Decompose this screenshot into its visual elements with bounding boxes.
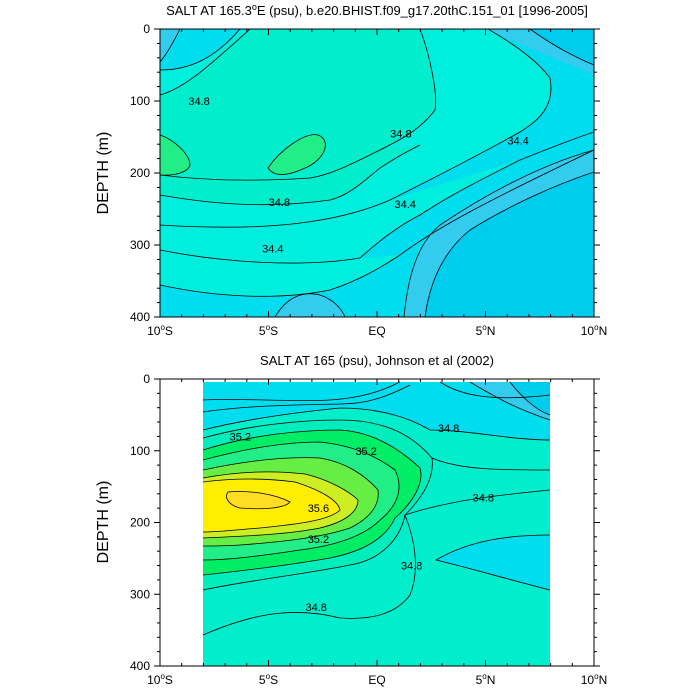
contour-label: 35.2: [308, 534, 329, 546]
panel-2-contour-labels: 35.2 35.2 34.8 35.6 34.8 35.2 34.8 34.8: [230, 423, 494, 614]
y-tick-label: 200: [130, 516, 150, 530]
contour-line: [160, 134, 191, 176]
contour-line: [435, 559, 551, 591]
contour-line: [202, 407, 551, 441]
y-tick-label: 300: [130, 238, 150, 252]
contour-line: [404, 489, 551, 516]
contour-line: [202, 441, 400, 561]
contour-label: 34.4: [507, 136, 528, 148]
contour-line: [202, 384, 411, 413]
panel-2-axes: 10oS 5oS EQ 5oN 10oN 0 100 200 300 400: [130, 372, 607, 687]
panel-2-title: SALT AT 165 (psu), Johnson et al (2002): [260, 353, 494, 368]
contour-band-34.2: [510, 382, 550, 415]
x-tick-label: 10oS: [147, 672, 173, 687]
contour-line: [202, 478, 341, 533]
contour-band-35.0-west: [160, 135, 190, 176]
x-tick-label: 10oN: [581, 323, 607, 338]
x-tick-label: 10oS: [147, 323, 173, 338]
panel-2-no-data-west: [160, 379, 203, 666]
contour-line: [424, 171, 594, 317]
contour-label: 34.8: [269, 197, 290, 209]
panel-2-y-axis-label: DEPTH (m): [95, 481, 112, 564]
contour-band-34.8-mid: [160, 145, 420, 205]
contour-line: [202, 514, 416, 636]
y-tick-label: 0: [143, 372, 150, 386]
panel-2: SALT AT 165 (psu), Johnson et al (2002): [95, 353, 607, 687]
contour-label: 34.8: [188, 96, 209, 108]
y-tick-label: 200: [130, 166, 150, 180]
contour-line: [469, 381, 551, 421]
contour-label: 34.8: [401, 561, 422, 573]
y-tick-label: 300: [130, 587, 150, 601]
contour-line: [202, 471, 359, 539]
contour-label: 34.8: [390, 128, 411, 140]
contour-line: [160, 149, 594, 297]
contour-line: [160, 29, 436, 181]
contour-line: [226, 491, 291, 510]
x-tick-label: EQ: [368, 324, 385, 338]
panel-1-title: SALT AT 165.3oE (psu), b.e20.BHIST.f09_g…: [166, 2, 588, 18]
contour-label: 35.6: [308, 503, 329, 515]
y-tick-label: 100: [130, 444, 150, 458]
contour-label: 34.8: [438, 423, 459, 435]
panel-1: SALT AT 165.3oE (psu), b.e20.BHIST.f09_g…: [95, 2, 607, 338]
contour-line: [403, 149, 594, 317]
contour-label: 34.4: [394, 199, 415, 211]
panel-2-contour-fill: [203, 382, 550, 666]
contour-band-34.4-deep: [160, 160, 520, 264]
contour-label: 35.2: [230, 431, 251, 443]
panel-2-no-data-east: [550, 379, 594, 666]
contour-line: [274, 293, 346, 317]
x-tick-label: 10oN: [581, 672, 607, 687]
contour-line: [160, 29, 241, 71]
panel-1-axes: 10oS 5oS EQ 5oN 10oN 0 100 200 300 400: [130, 22, 607, 338]
x-tick-label: 5oN: [476, 323, 496, 338]
y-tick-label: 0: [143, 22, 150, 36]
contour-band-34.6: [160, 250, 400, 297]
y-tick-label: 100: [130, 94, 150, 108]
panel-1-contour-lines: [160, 29, 594, 317]
y-tick-label: 400: [130, 310, 150, 324]
contour-band-35.0-core: [268, 134, 326, 175]
contour-label: 35.2: [355, 446, 376, 458]
contour-line: [431, 457, 551, 471]
x-tick-label: 5oS: [259, 323, 278, 338]
contour-band-bottom-low: [275, 293, 345, 317]
contour-line: [439, 381, 551, 399]
contour-line: [435, 534, 551, 561]
contour-label: 34.8: [473, 492, 494, 504]
contour-line: [529, 29, 594, 66]
contour-line: [160, 29, 552, 228]
contour-line: [160, 29, 181, 63]
x-tick-label: 5oS: [259, 672, 278, 687]
panel-2-contour-lines: [202, 381, 551, 636]
contour-label: 34.8: [306, 602, 327, 614]
contour-band-36.0: [226, 491, 290, 509]
contour-label: 34.4: [262, 244, 283, 256]
y-tick-label: 400: [130, 659, 150, 673]
contour-line: [202, 419, 433, 591]
panel-1-contour-labels: 34.8 34.8 34.4 34.8 34.4 34.4: [188, 96, 528, 256]
contour-band-low-corner: [160, 29, 180, 62]
contour-line: [202, 457, 379, 547]
panel-1-y-axis-label: DEPTH (m): [95, 132, 112, 215]
contour-band-33.8: [530, 29, 594, 65]
contour-line: [202, 429, 422, 576]
contour-line: [160, 29, 251, 96]
contour-line: [509, 381, 551, 416]
contour-band-34.6-east: [436, 535, 550, 590]
contour-line: [160, 144, 421, 206]
contour-line: [202, 381, 401, 401]
contour-line: [160, 131, 594, 264]
x-tick-label: EQ: [368, 673, 385, 687]
contour-line: [267, 134, 326, 175]
contour-band-34.8: [160, 29, 436, 181]
contour-band-33.8-deep: [425, 172, 594, 317]
panel-1-contour-fill: [160, 29, 594, 317]
x-tick-label: 5oN: [476, 672, 496, 687]
